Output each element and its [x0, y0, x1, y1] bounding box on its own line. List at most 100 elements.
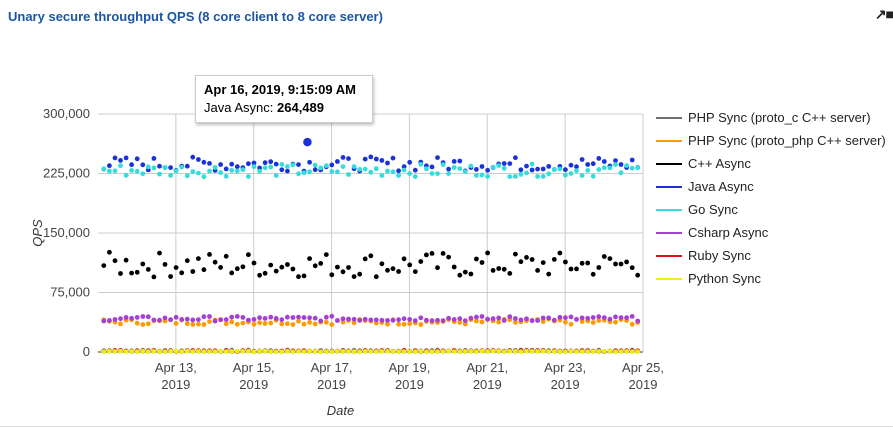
data-point-go-sync: [101, 166, 107, 172]
data-point-python-sync: [407, 349, 413, 354]
data-point-csharp-async: [513, 316, 518, 321]
data-point-python-sync: [529, 349, 535, 354]
data-point-go-sync: [501, 166, 507, 171]
data-point-c-async: [246, 252, 251, 258]
data-point-python-sync: [273, 349, 279, 355]
data-point-python-sync: [579, 349, 585, 354]
data-point-java-async: [262, 160, 268, 166]
data-point-java-async: [112, 155, 118, 161]
data-point-java-async: [140, 162, 146, 168]
data-point-go-sync: [479, 172, 485, 178]
data-point-c-async: [257, 272, 262, 278]
data-point-python-sync: [262, 348, 268, 354]
data-point-python-sync: [240, 349, 246, 354]
data-point-go-sync: [157, 171, 162, 177]
data-point-python-sync: [196, 349, 201, 354]
legend-item[interactable]: Python Sync: [656, 271, 891, 287]
data-point-csharp-async: [145, 314, 151, 320]
legend-item[interactable]: Csharp Async: [656, 225, 891, 241]
legend-item[interactable]: Ruby Sync: [656, 248, 891, 264]
data-point-c-async: [635, 272, 641, 278]
tooltip: Apr 16, 2019, 9:15:09 AM Java Async: 264…: [195, 75, 373, 123]
data-point-python-sync: [618, 349, 624, 354]
data-point-go-sync: [323, 163, 329, 169]
data-point-php-sync-proto-php-c-server-: [613, 319, 618, 325]
data-point-go-sync: [629, 165, 635, 171]
data-point-python-sync: [184, 348, 190, 354]
data-point-python-sync: [624, 349, 629, 354]
data-point-c-async: [629, 265, 635, 271]
data-point-go-sync: [624, 163, 629, 168]
y-tick-label: 75,000: [50, 285, 90, 300]
data-point-csharp-async: [134, 315, 140, 320]
data-point-go-sync: [440, 162, 446, 168]
legend-swatch: [656, 186, 682, 188]
data-point-python-sync: [179, 349, 185, 354]
legend-item[interactable]: PHP Sync (proto_php C++ server): [656, 133, 891, 149]
data-point-go-sync: [535, 174, 540, 179]
data-point-php-sync-proto-php-c-server-: [590, 320, 596, 325]
data-point-csharp-async: [190, 317, 196, 323]
data-point-c-async: [218, 265, 224, 270]
data-point-python-sync: [362, 349, 368, 354]
data-point-csharp-async: [179, 317, 185, 322]
x-tick-label: Apr 19,: [388, 360, 430, 375]
data-point-python-sync: [446, 348, 451, 354]
data-point-python-sync: [501, 349, 507, 355]
data-point-python-sync: [257, 348, 262, 354]
data-point-php-sync-proto-php-c-server-: [462, 321, 468, 327]
data-point-php-sync-proto-php-c-server-: [540, 319, 546, 324]
legend-item[interactable]: Java Async: [656, 179, 891, 195]
data-point-csharp-async: [129, 315, 135, 321]
y-tick-label: 300,000: [43, 106, 90, 121]
data-point-c-async: [568, 266, 574, 272]
data-point-c-async: [118, 271, 123, 276]
data-point-c-async: [535, 268, 540, 273]
data-point-csharp-async: [462, 318, 468, 324]
data-point-go-sync: [223, 173, 229, 179]
data-point-php-sync-proto-php-c-server-: [234, 321, 240, 327]
data-point-go-sync: [140, 171, 146, 177]
data-point-java-async: [346, 156, 351, 162]
data-point-python-sync: [412, 349, 418, 355]
data-point-python-sync: [585, 349, 591, 355]
data-point-java-async: [273, 161, 279, 167]
legend-item[interactable]: PHP Sync (proto_c C++ server): [656, 110, 891, 126]
data-point-go-sync: [273, 173, 279, 179]
data-point-java-async: [546, 164, 552, 169]
data-point-python-sync: [296, 349, 301, 354]
data-point-csharp-async: [474, 314, 479, 320]
data-point-c-async: [273, 268, 279, 274]
data-point-c-async: [513, 251, 518, 257]
x-tick-label: Apr 15,: [233, 360, 275, 375]
data-point-java-async: [535, 166, 540, 172]
data-point-python-sync: [307, 348, 312, 354]
data-point-python-sync: [385, 349, 390, 354]
x-tick-label: Apr 17,: [311, 360, 353, 375]
data-point-java-async: [207, 161, 212, 166]
legend-label: Csharp Async: [688, 225, 769, 240]
legend-label: PHP Sync (proto_php C++ server): [688, 133, 886, 148]
data-point-python-sync: [157, 349, 162, 354]
data-point-c-async: [618, 261, 624, 267]
data-point-go-sync: [279, 162, 285, 167]
legend-label: PHP Sync (proto_c C++ server): [688, 110, 871, 125]
data-point-go-sync: [301, 170, 307, 176]
data-point-go-sync: [262, 165, 268, 171]
data-point-php-sync-proto-php-c-server-: [479, 319, 485, 325]
data-point-php-sync-proto-php-c-server-: [196, 321, 201, 327]
data-point-csharp-async: [335, 318, 340, 323]
data-point-csharp-async: [262, 316, 268, 321]
data-point-go-sync: [168, 173, 174, 178]
data-point-java-async: [585, 162, 591, 167]
legend-item[interactable]: Go Sync: [656, 202, 891, 218]
legend-swatch: [656, 117, 682, 119]
data-point-go-sync: [540, 174, 546, 179]
legend-item[interactable]: C++ Async: [656, 156, 891, 172]
legend-swatch: [656, 163, 682, 165]
data-point-csharp-async: [318, 318, 324, 324]
fullscreen-icon[interactable]: ↗■: [874, 6, 893, 22]
data-point-java-async: [118, 158, 123, 163]
data-point-java-async: [524, 163, 529, 169]
